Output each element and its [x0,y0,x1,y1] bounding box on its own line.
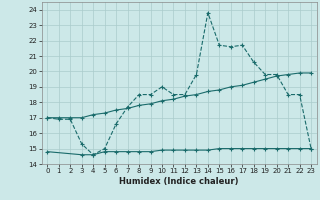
X-axis label: Humidex (Indice chaleur): Humidex (Indice chaleur) [119,177,239,186]
